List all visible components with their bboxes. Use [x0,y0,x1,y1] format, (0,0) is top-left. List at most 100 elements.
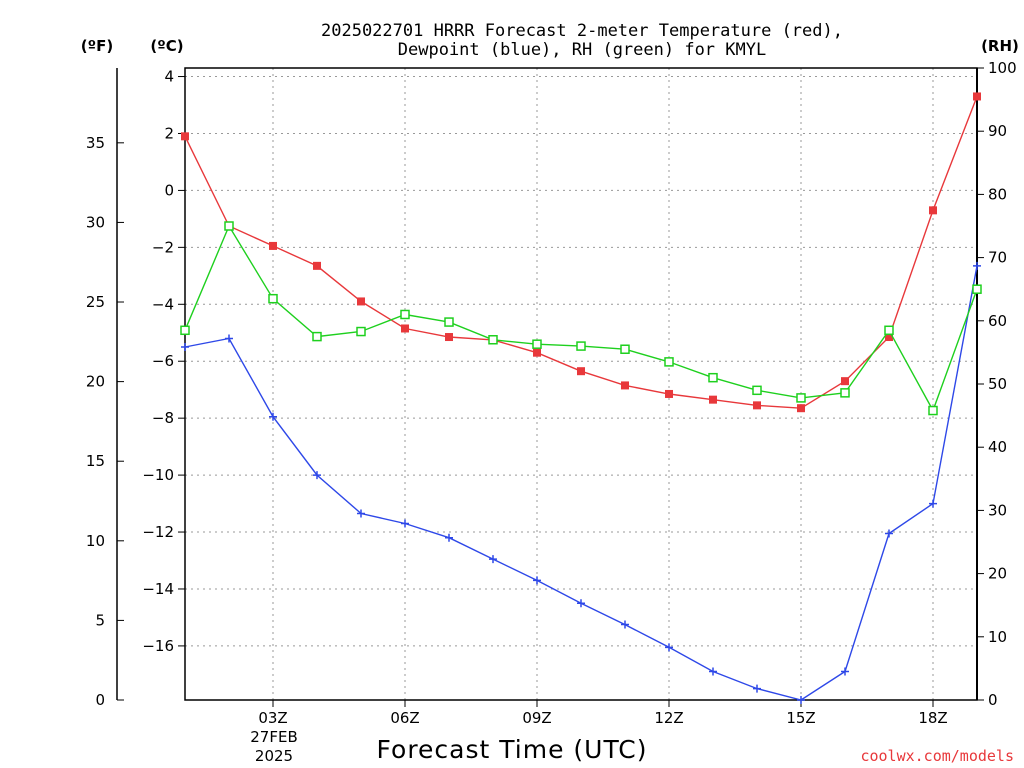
rh-tick-label: 10 [988,628,1007,646]
celsius-tick-label: −10 [142,466,174,484]
rh-point [752,385,762,396]
rh-tick-label: 40 [988,438,1007,456]
x-axis-label: Forecast Time (UTC) [377,735,648,764]
dewpoint-point [357,509,365,518]
celsius-tick-label: −4 [152,295,174,313]
rh-tick-label: 30 [988,501,1007,519]
x-tick-label: 12Z [654,709,683,727]
rh-point [312,331,322,342]
celsius-tick-label: 0 [164,181,174,199]
dewpoint-point [709,667,717,676]
dewpoint-point [885,529,893,538]
rh-point [620,344,630,354]
rh-tick-label: 100 [988,59,1017,77]
fahrenheit-tick-label: 25 [86,293,105,311]
rh-point [224,221,234,231]
celsius-tick-label: −12 [142,523,174,541]
rh-tick-label: 50 [988,375,1007,393]
temperature-point [269,241,277,250]
chart-title-line-1: 2025022701 HRRR Forecast 2-meter Tempera… [321,21,843,41]
dewpoint-point [489,555,497,564]
dewpoint-point [973,261,981,270]
celsius-tick-label: −2 [152,238,174,256]
grid-lines [185,68,977,700]
dewpoint-point [313,471,321,480]
dewpoint-point [841,667,849,676]
temperature-point [621,381,629,390]
rh-tick-label: 0 [988,691,998,709]
rh-point [488,335,498,345]
temperature-point [753,401,761,410]
rh-point [884,325,894,336]
dewpoint-point [621,620,629,629]
rh-tick-label: 70 [988,249,1007,267]
temperature-point [181,132,189,141]
x-tick-label: 18Z [918,709,947,727]
rh-tick-label: 20 [988,565,1007,583]
dewpoint-point [665,643,673,652]
fahrenheit-unit-label: (ºF) [81,37,113,55]
rh-line [184,224,978,413]
rh-point [576,341,586,351]
temperature-point [885,333,893,342]
rh-point [268,293,278,304]
temperature-point [665,389,673,398]
rh-point [840,388,850,398]
celsius-unit-label: (ºC) [150,37,183,55]
temperature-point [709,395,717,404]
rh-point [180,325,190,336]
rh-point [356,326,366,337]
rh-tick-label: 60 [988,312,1007,330]
fahrenheit-tick-label: 35 [86,134,105,152]
temperature-point [929,206,937,215]
x-tick-label: 15Z [786,709,815,727]
temperature-point [973,92,981,101]
dewpoint-point [797,696,805,704]
temperature-point [533,348,541,357]
rh-point [400,309,410,320]
temperature-point [445,333,453,342]
celsius-tick-label: −8 [152,409,174,427]
dewpoint-point [753,684,761,693]
tick-labels: 420−2−4−6−8−10−12−14−1635302520151050100… [86,59,1017,727]
x-tick-label: 06Z [390,709,419,727]
rh-point [664,357,674,367]
dewpoint-point [533,576,541,585]
axes [116,67,984,707]
temperature-point [577,367,585,376]
dewpoint-point [929,499,937,508]
temperature-point [841,377,849,386]
rh-point [972,284,982,294]
celsius-tick-label: −16 [142,637,174,655]
fahrenheit-tick-label: 15 [86,452,105,470]
dewpoint-point [181,342,189,351]
dewpoint-point [225,334,233,343]
fahrenheit-tick-label: 10 [86,532,105,550]
dewpoint-point [269,412,277,421]
fahrenheit-tick-label: 0 [95,691,105,709]
dewpoint-point [401,519,409,528]
celsius-tick-label: 2 [164,124,174,142]
temperature-point [313,261,321,270]
fahrenheit-tick-label: 20 [86,373,105,391]
x-tick-label: 09Z [522,709,551,727]
dewpoint-point [577,599,585,608]
temperature-point [401,324,409,333]
chart-title-line-2: Dewpoint (blue), RH (green) for KMYL [398,40,766,60]
dewpoint-line [184,265,978,701]
data-series [180,92,982,704]
dewpoint-point [445,533,453,542]
rh-point [708,372,718,383]
rh-point [444,317,454,327]
date-label-year: 2025 [255,747,293,765]
temperature-point [797,404,805,413]
source-credit: coolwx.com/models [860,747,1014,765]
celsius-tick-label: −14 [142,580,174,598]
rh-tick-label: 90 [988,122,1007,140]
rh-unit-label: (RH) [981,37,1019,55]
date-label-day: 27FEB [250,728,297,746]
rh-point [928,405,938,416]
fahrenheit-tick-label: 5 [95,611,105,629]
rh-point [532,339,542,349]
